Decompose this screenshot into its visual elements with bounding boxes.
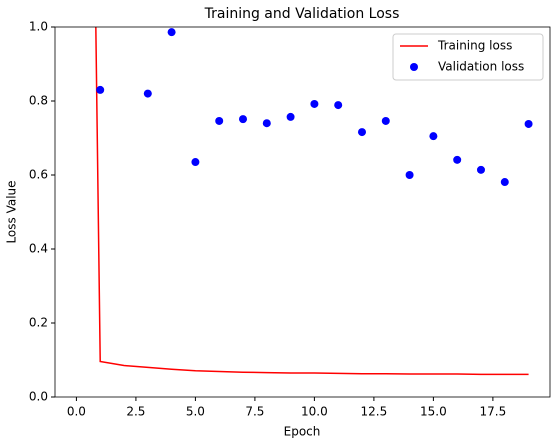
y-tick-label: 0.8	[29, 94, 48, 108]
validation-point	[381, 116, 390, 125]
x-tick-label: 0.0	[67, 405, 86, 419]
x-tick-label: 17.5	[480, 405, 507, 419]
y-tick-label: 0.0	[29, 390, 48, 404]
legend-label: Validation loss	[438, 60, 524, 74]
y-tick-label: 1.0	[29, 20, 48, 34]
validation-point	[453, 155, 462, 164]
validation-point	[143, 89, 152, 98]
legend-marker	[410, 63, 418, 71]
validation-point	[476, 165, 485, 174]
x-tick-label: 2.5	[126, 405, 145, 419]
x-tick-label: 12.5	[361, 405, 388, 419]
plot-frame	[54, 26, 551, 398]
validation-point	[524, 119, 533, 128]
validation-point	[286, 112, 295, 121]
validation-point	[262, 119, 271, 128]
y-axis-label: Loss Value	[5, 180, 19, 243]
validation-point	[500, 178, 509, 187]
validation-point	[310, 99, 319, 108]
x-axis-label: Epoch	[284, 425, 321, 439]
x-tick-label: 10.0	[301, 405, 328, 419]
validation-point	[429, 132, 438, 141]
validation-point	[334, 101, 343, 110]
x-tick-label: 7.5	[245, 405, 264, 419]
validation-point	[96, 85, 105, 94]
legend-box	[392, 33, 544, 81]
legend-label: Training loss	[437, 39, 512, 53]
x-tick-label: 5.0	[186, 405, 205, 419]
x-tick-label: 15.0	[420, 405, 447, 419]
validation-point	[357, 128, 366, 137]
training-line	[95, 27, 529, 376]
y-tick-label: 0.2	[29, 316, 48, 330]
chart-title: Training and Validation Loss	[204, 6, 400, 22]
y-tick-label: 0.6	[29, 168, 48, 182]
validation-point	[167, 28, 176, 37]
validation-point	[215, 116, 224, 125]
y-tick-label: 0.4	[29, 242, 48, 256]
validation-point	[405, 171, 414, 179]
validation-point	[191, 158, 200, 167]
plot-area	[95, 27, 533, 376]
validation-point	[239, 115, 248, 124]
